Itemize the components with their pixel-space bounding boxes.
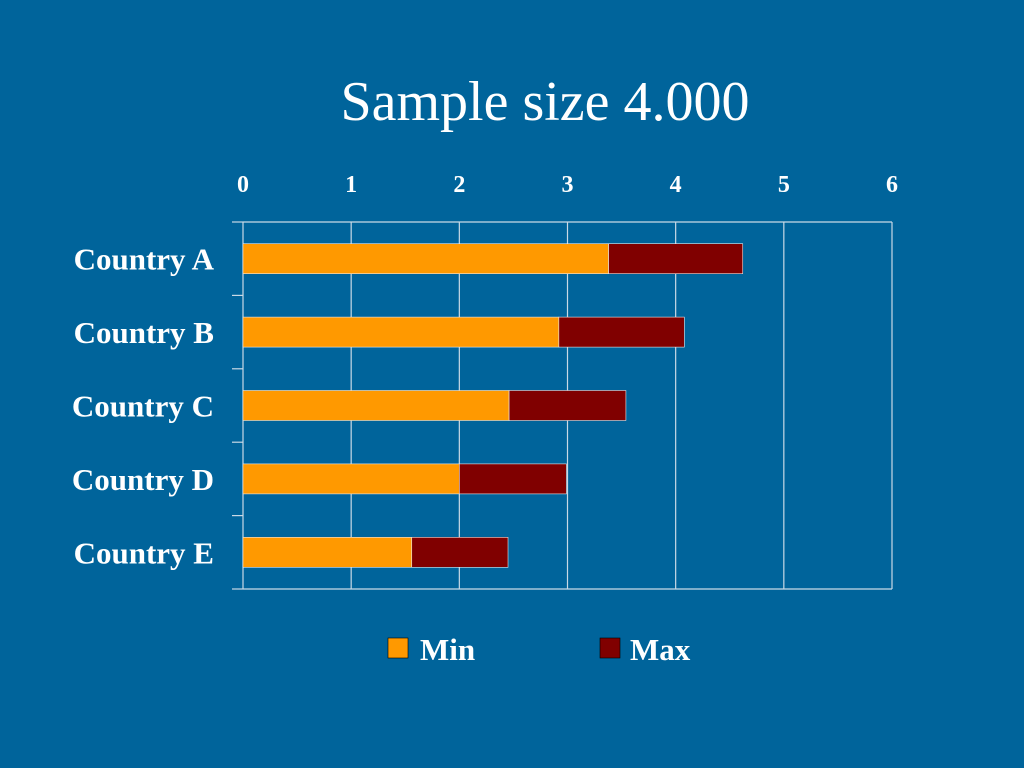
category-label-country-b: Country B bbox=[74, 315, 214, 350]
category-label-country-e: Country E bbox=[74, 535, 214, 570]
bar-max-country-b bbox=[558, 316, 685, 348]
legend-label-max: Max bbox=[630, 632, 691, 667]
x-tick-label-1: 1 bbox=[345, 172, 357, 198]
category-label-country-c: Country C bbox=[72, 389, 214, 424]
bar-min-country-a bbox=[242, 243, 609, 274]
grid bbox=[232, 221, 893, 590]
x-tick-label-0: 0 bbox=[237, 172, 249, 198]
category-label-country-d: Country D bbox=[72, 462, 214, 497]
legend: Min Max bbox=[387, 632, 691, 667]
bar-max-country-e bbox=[411, 536, 509, 568]
legend-swatch-min bbox=[387, 637, 409, 659]
bar-min-country-c bbox=[242, 390, 510, 421]
bar-max-country-d bbox=[459, 463, 567, 495]
bar-min-country-e bbox=[242, 536, 413, 568]
x-tick-label-5: 5 bbox=[778, 172, 790, 198]
bars bbox=[242, 243, 744, 568]
category-label-country-a: Country A bbox=[74, 242, 215, 277]
bar-max-country-c bbox=[508, 390, 627, 421]
bar-min-country-b bbox=[242, 316, 560, 348]
bar-max-country-a bbox=[608, 243, 744, 274]
x-tick-label-3: 3 bbox=[562, 172, 574, 198]
x-tick-label-6: 6 bbox=[886, 172, 898, 198]
x-tick-label-2: 2 bbox=[453, 172, 465, 198]
x-axis: 0 1 2 3 4 5 6 bbox=[237, 172, 898, 198]
y-axis: Country A Country B Country C Country D Coun… bbox=[72, 242, 215, 571]
chart-title: Sample size 4.000 bbox=[340, 71, 749, 133]
bar-min-country-d bbox=[242, 463, 460, 495]
x-tick-label-4: 4 bbox=[670, 172, 682, 198]
legend-swatch-max bbox=[599, 637, 621, 659]
legend-label-min: Min bbox=[420, 632, 475, 667]
